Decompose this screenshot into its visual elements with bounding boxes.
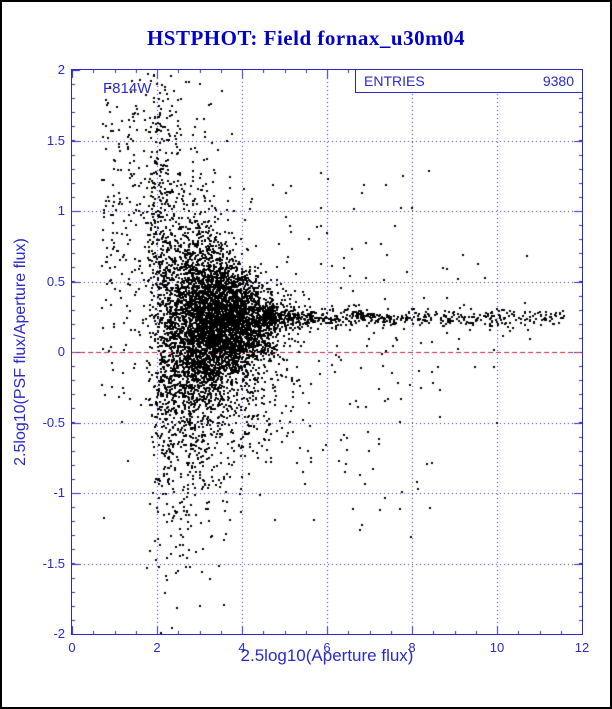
entries-value: 9380 [542,73,574,89]
entries-box: ENTRIES 9380 [355,69,583,93]
y-tick-label: 0.5 [46,273,65,289]
x-tick-label: 6 [323,640,331,655]
x-tick-label: 4 [238,640,246,655]
scatter-plot-canvas [72,70,582,634]
entries-label: ENTRIES [364,73,425,89]
y-tick-label: -1 [53,485,65,500]
y-tick-label: -1.5 [42,555,65,571]
y-tick-label: 0 [57,344,65,359]
chart-title: HSTPHOT: Field fornax_u30m04 [146,26,466,50]
x-tick-label: 0 [68,640,76,655]
x-tick-label: 2 [153,640,161,655]
x-tick-label: 12 [574,640,590,655]
y-tick-label: -2 [53,626,65,641]
y-tick-label: 1.5 [46,132,65,148]
x-axis-label: 2.5log10(Aperture flux) [240,646,414,665]
filter-label: F814W [103,80,152,97]
x-tick-label: 8 [408,640,416,655]
plot-frame [71,69,583,635]
y-tick-label: 2 [57,62,65,77]
y-tick-label: 1 [57,203,65,218]
x-tick-label: 10 [489,640,505,655]
y-tick-label: -0.5 [42,414,65,430]
